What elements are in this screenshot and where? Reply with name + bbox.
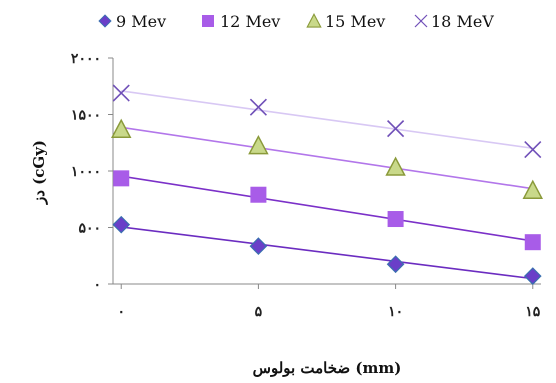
data-point-9-mev — [249, 237, 268, 255]
trendline-12-mev — [121, 175, 533, 242]
data-point-9-mev — [112, 215, 131, 234]
legend-marker-triangle — [306, 13, 322, 28]
trendline-9-mev — [121, 226, 533, 280]
axes — [112, 58, 541, 285]
data-point-15-mev — [385, 156, 406, 176]
data-point-18-mev — [249, 98, 267, 116]
legend-marker-square — [202, 15, 214, 27]
y-ticks: ۰ ۵۰۰ ۱۰۰۰ ۱۵۰۰ ۲۰۰۰ — [71, 51, 113, 293]
data-point-15-mev — [522, 179, 544, 199]
data-point-18-mev — [387, 120, 405, 138]
trendlines — [121, 90, 533, 280]
legend-item: 9 Mev — [98, 12, 166, 31]
y-tick-label: ۱۵۰۰ — [71, 108, 101, 124]
x-axis-label: ضخامت بولوس (mm) — [253, 359, 402, 377]
trendline-18-mev — [121, 90, 533, 150]
data-point-9-mev — [523, 267, 542, 285]
x-tick-label: ۱۰ — [388, 304, 403, 320]
legend-item: 12 Mev — [202, 12, 280, 31]
x-tick-label: ۵ — [255, 304, 263, 320]
x-tick-label: ۰ — [117, 304, 125, 320]
trendline-15-mev — [121, 126, 533, 190]
data-point-12-mev — [113, 170, 130, 187]
y-tick-label: ۲۰۰۰ — [71, 51, 101, 67]
legend-label: 15 Mev — [325, 12, 385, 31]
data-point-18-mev — [524, 140, 542, 159]
legend-label: 9 Mev — [116, 12, 166, 31]
legend-item: 18 MeV — [414, 12, 494, 31]
x-ticks: ۰ ۵ ۱۰ ۱۵ — [117, 284, 541, 320]
data-point-12-mev — [387, 211, 404, 228]
y-tick-label: ۵۰۰ — [78, 221, 101, 237]
y-tick-label: ۰ — [93, 277, 101, 293]
legend-label: 18 MeV — [431, 12, 494, 31]
data-point-9-mev — [386, 255, 405, 274]
data-point-15-mev — [248, 134, 269, 155]
y-axis-label: دز (cGy) — [30, 140, 48, 205]
legend: 9 Mev 12 Mev 15 Mev 18 MeV — [98, 12, 494, 31]
data-point-12-mev — [524, 234, 541, 251]
legend-item: 15 Mev — [306, 12, 385, 31]
legend-label: 12 Mev — [220, 12, 280, 31]
data-point-15-mev — [110, 118, 132, 138]
y-tick-label: ۱۰۰۰ — [71, 164, 101, 180]
legend-marker-diamond — [98, 14, 112, 28]
data-point-18-mev — [112, 84, 130, 102]
legend-marker-x — [414, 14, 428, 28]
x-tick-label: ۱۵ — [525, 304, 541, 320]
markers — [110, 84, 544, 285]
data-point-12-mev — [250, 186, 267, 203]
